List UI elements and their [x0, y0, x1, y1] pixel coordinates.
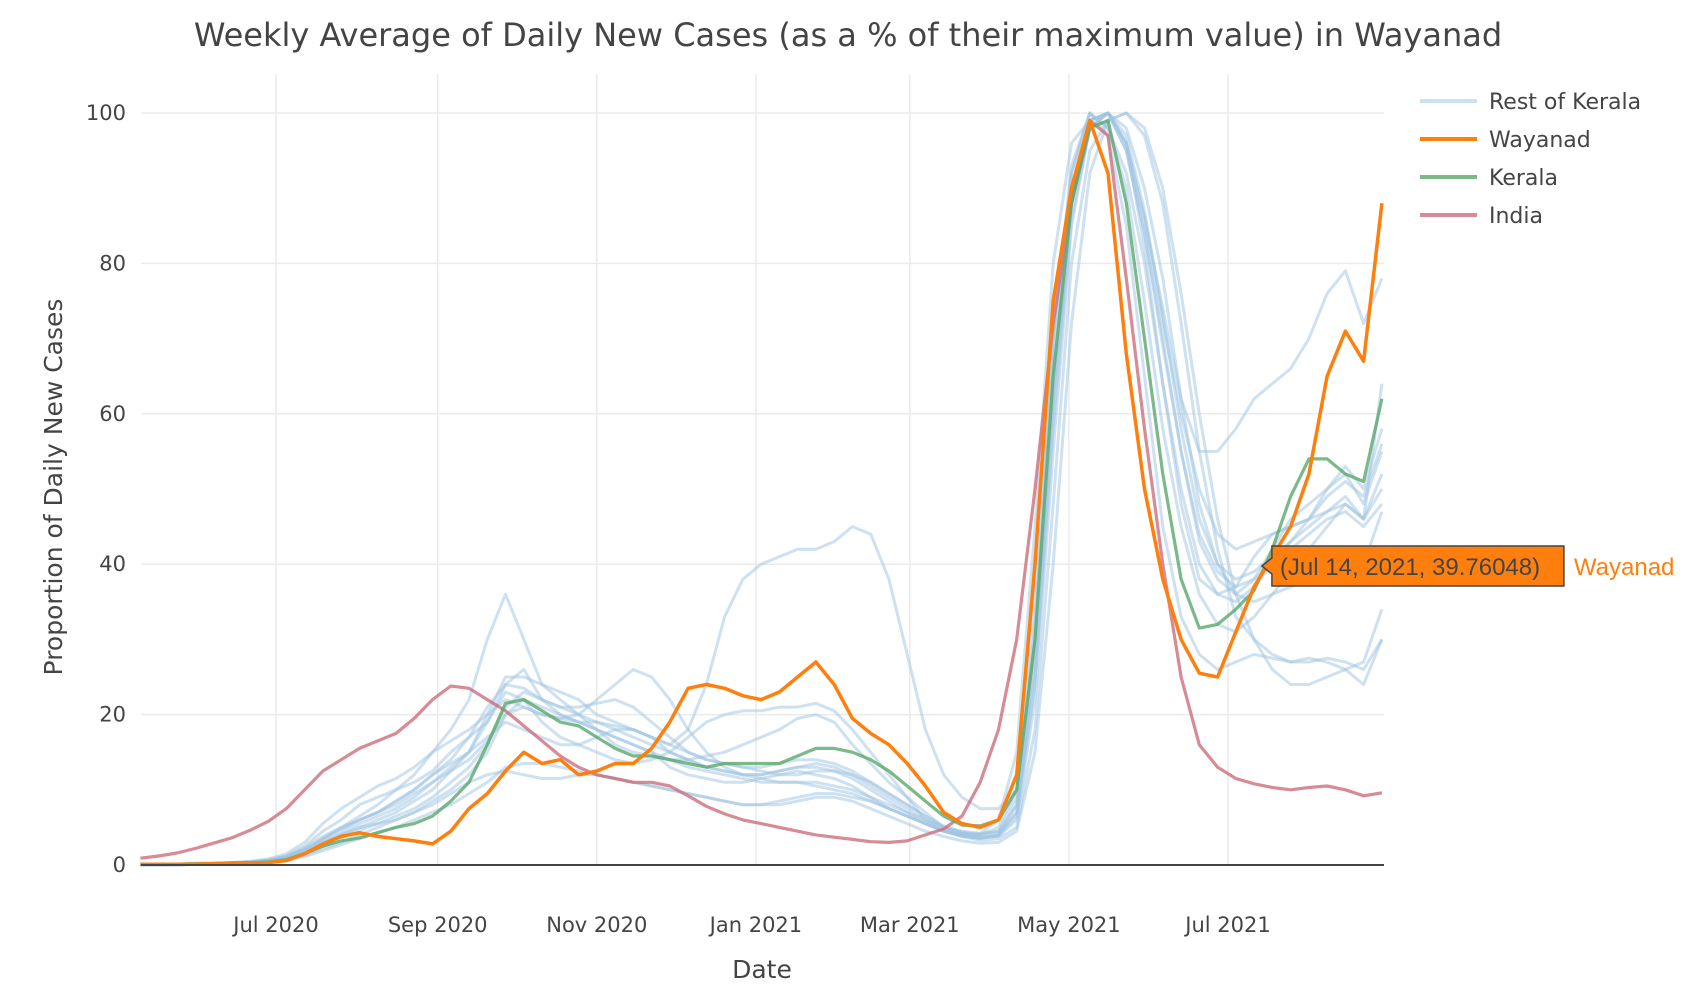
legend-item-india[interactable]: India [1420, 204, 1543, 229]
legend-item-kerala[interactable]: Kerala [1420, 166, 1558, 191]
x-tick-label: Jul 2021 [1183, 913, 1270, 937]
x-axis-ticks: Jul 2020 Sep 2020 Nov 2020 Jan 2021 Mar 2021… [231, 913, 1270, 937]
x-tick-label: Mar 2021 [860, 913, 960, 937]
legend-label: Rest of Kerala [1489, 90, 1641, 115]
x-axis-title: Date [732, 955, 792, 984]
tooltip-value: (Jul 14, 2021, 39.76048) [1280, 554, 1540, 581]
india-line[interactable] [140, 118, 1383, 860]
y-tick-label: 40 [99, 552, 126, 576]
x-tick-label: Sep 2020 [388, 913, 488, 937]
rest-of-kerala-line[interactable] [140, 111, 1384, 867]
legend: Rest of Kerala Wayanad Kerala India [1420, 90, 1641, 229]
y-tick-label: 60 [99, 402, 126, 426]
legend-item-rest-of-kerala[interactable]: Rest of Kerala [1420, 90, 1641, 115]
rest-of-kerala-line[interactable] [140, 111, 1384, 867]
x-tick-label: Jul 2020 [231, 913, 318, 937]
legend-label: India [1489, 204, 1543, 229]
y-tick-label: 20 [99, 703, 126, 727]
legend-label: Kerala [1489, 166, 1558, 191]
hover-tooltip: (Jul 14, 2021, 39.76048) Wayanad [1260, 545, 1675, 587]
y-tick-label: 100 [86, 101, 126, 125]
legend-item-wayanad[interactable]: Wayanad [1420, 128, 1591, 153]
y-axis-title: Proportion of Daily New Cases [39, 299, 68, 676]
plot-area[interactable] [140, 111, 1384, 867]
y-tick-label: 0 [113, 853, 126, 877]
rest-of-kerala-line[interactable] [140, 111, 1384, 867]
kerala-line[interactable] [140, 118, 1384, 866]
x-tick-label: May 2021 [1017, 913, 1121, 937]
x-tick-label: Jan 2021 [708, 913, 803, 937]
chart-title: Weekly Average of Daily New Cases (as a … [194, 16, 1502, 54]
rest-of-kerala-line[interactable] [140, 111, 1384, 867]
tooltip-box [1260, 545, 1565, 587]
y-tick-label: 80 [99, 251, 126, 275]
tooltip-series-name: Wayanad [1574, 554, 1675, 581]
legend-label: Wayanad [1489, 128, 1591, 153]
wayanad-line[interactable] [140, 118, 1384, 866]
y-axis-ticks: 0 20 40 60 80 100 [86, 101, 126, 877]
x-tick-label: Nov 2020 [546, 913, 647, 937]
